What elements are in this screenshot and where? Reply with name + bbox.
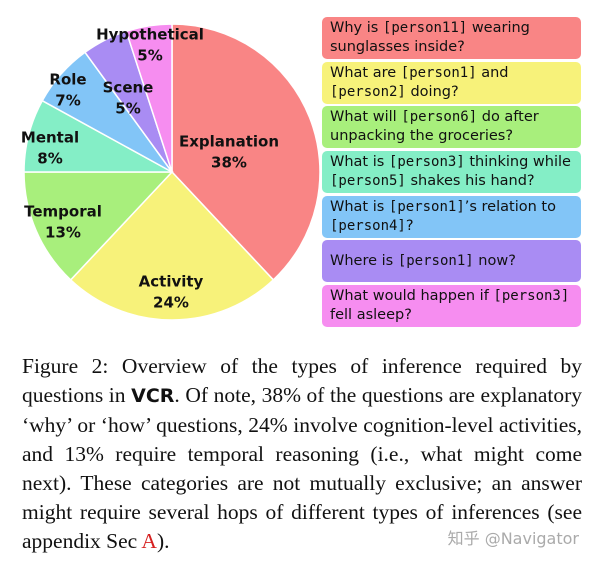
caption-part: Figure 2: Overview of the types of infer… [22, 354, 582, 407]
question-part: [person1] [388, 198, 465, 215]
question-part: [person3] [493, 288, 570, 305]
question-text: Where is [person1] now? [330, 252, 516, 271]
question-part: What is [330, 154, 389, 171]
question-part: [person2] [330, 83, 406, 100]
question-part: shakes his hand? [405, 173, 535, 190]
question-box: What is [person1]’s relation to [person4… [322, 195, 581, 238]
question-box: Where is [person1] now? [322, 240, 581, 283]
slice-label: Role [49, 71, 86, 89]
slice-value: 38% [211, 154, 247, 172]
question-part: What are [330, 64, 401, 81]
question-part: What would happen if [330, 288, 494, 305]
question-part: [person5] [330, 173, 406, 190]
question-part: [person1] [400, 64, 477, 81]
question-part: What will [330, 109, 402, 126]
question-part: [person3] [388, 154, 465, 171]
slice-value: 13% [45, 224, 81, 242]
slice-label: Hypothetical [96, 26, 204, 44]
question-part: wearing sunglasses inside? [330, 20, 530, 55]
caption-part: VCR [131, 385, 175, 407]
question-part: now? [473, 252, 516, 269]
question-text: What are [person1] and [person2] doing? [330, 64, 573, 102]
question-box: What will [person6] do after unpacking t… [322, 106, 581, 149]
slice-value: 7% [55, 92, 80, 110]
caption-part: A [141, 529, 157, 553]
slice-label: Activity [139, 273, 204, 291]
question-box: What would happen if [person3] fell asle… [322, 285, 581, 328]
slice-value: 5% [115, 100, 140, 118]
slice-label: Scene [103, 79, 154, 97]
question-part: thinking while [464, 154, 571, 171]
question-part: doing? [405, 83, 459, 100]
question-part: [person1] [397, 252, 474, 269]
question-part: ? [405, 217, 414, 234]
slice-value: 5% [137, 47, 162, 65]
slice-value: 8% [37, 150, 62, 168]
question-box: Why is [person11] wearing sunglasses ins… [322, 17, 581, 59]
slice-value: 24% [153, 294, 189, 312]
pie-chart: Explanation 38% Activity 24% Temporal 13% Ment… [21, 23, 321, 321]
pie-slice [69, 170, 275, 321]
question-text: Why is [person11] wearing sunglasses ins… [330, 19, 573, 57]
slice-label: Explanation [179, 133, 279, 151]
slice-label: Mental [21, 129, 79, 147]
question-part: and [476, 64, 509, 81]
question-part: [person6] [401, 109, 478, 126]
question-part: Why is [330, 20, 383, 36]
caption: Figure 2: Overview of the types of infer… [22, 352, 582, 556]
question-part: [person11] [382, 20, 468, 36]
question-part: ’s relation to [464, 198, 556, 215]
pie-slice [23, 171, 174, 281]
question-list: Why is [person11] wearing sunglasses ins… [322, 17, 581, 330]
pie-slice [171, 23, 321, 281]
question-part: [person4] [330, 217, 406, 234]
caption-part: . Of note, 38% of the questions are expl… [22, 383, 582, 553]
question-part: do after unpacking the groceries? [330, 109, 539, 145]
question-part: What is [330, 198, 389, 215]
question-part: Where is [330, 252, 398, 269]
question-box: What is [person3] thinking while [person… [322, 151, 581, 194]
slice-label: Temporal [24, 203, 102, 221]
pie-slice [125, 23, 173, 173]
caption-part: ). [156, 529, 170, 553]
question-text: What is [person3] thinking while [person… [330, 153, 573, 191]
question-box: What are [person1] and [person2] doing? [322, 61, 581, 104]
question-text: What is [person1]’s relation to [person4… [330, 198, 573, 236]
question-text: What will [person6] do after unpacking t… [330, 108, 573, 146]
question-text: What would happen if [person3] fell asle… [330, 287, 573, 325]
question-part: fell asleep? [330, 307, 412, 324]
watermark: 知乎 @Navigator [447, 529, 579, 548]
